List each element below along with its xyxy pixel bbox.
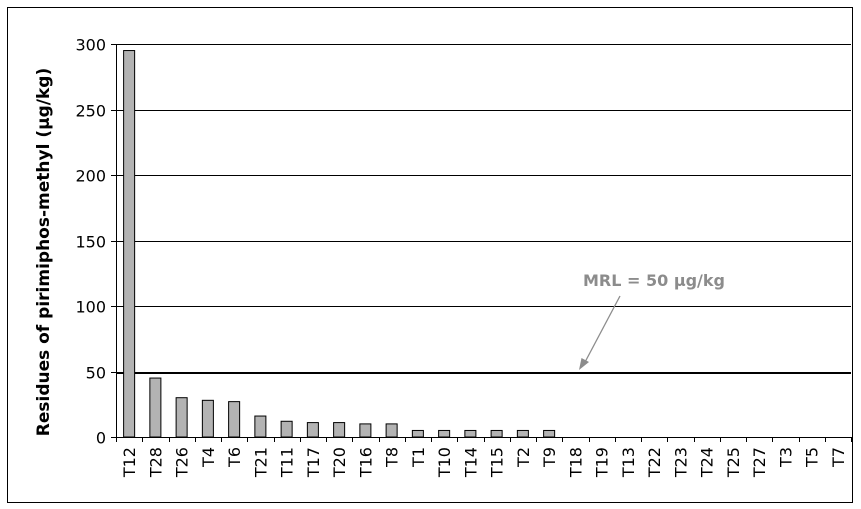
x-tick-label: T23: [671, 447, 690, 478]
y-tick-labels: 0 50 100 150 200 250 300: [75, 36, 106, 448]
x-tick-label: T15: [488, 447, 507, 478]
x-tick-label: T14: [461, 447, 480, 478]
bar: [385, 423, 398, 438]
x-tick-label: T28: [146, 447, 165, 478]
chart-frame: [7, 7, 853, 503]
bar: [333, 422, 346, 438]
x-tick-label: T27: [750, 447, 769, 478]
x-tick-labels: T12 T28 T26 T4 T6 T21 T11 T17 T20 T16 T8 T1 T10 T14 T1…: [120, 447, 848, 478]
bar: [228, 401, 241, 438]
x-tick-label: T20: [330, 447, 349, 478]
y-axis-label: Residues of pirimiphos-methyl (µg/kg): [34, 68, 54, 436]
bar: [516, 429, 529, 438]
x-tick-label: T1: [409, 447, 428, 468]
x-tick-label: T17: [304, 447, 323, 478]
x-tick-label: T2: [514, 447, 533, 468]
x-tick-label: T8: [383, 447, 402, 468]
x-tick-label: T18: [566, 447, 585, 478]
y-tick-label: 150: [75, 233, 106, 252]
bar: [359, 423, 372, 438]
mrl-arrow: [583, 295, 621, 365]
x-tick-label: T6: [225, 447, 244, 468]
x-tick-label: T9: [540, 447, 559, 468]
bar: [280, 420, 293, 438]
bar: [543, 429, 556, 438]
bars: [123, 50, 556, 438]
bar: [490, 429, 503, 438]
mrl-arrow-head: [579, 358, 589, 370]
bar: [149, 377, 162, 438]
bar: [254, 415, 267, 438]
gridlines: [116, 44, 851, 374]
x-tick-label: T25: [724, 447, 743, 478]
mrl-label: MRL = 50 µg/kg: [583, 271, 725, 290]
y-tick-label: 100: [75, 298, 106, 317]
x-tick-label: T7: [829, 447, 848, 468]
mrl-annotation: MRL = 50 µg/kg: [579, 271, 725, 370]
axes: [111, 44, 852, 442]
bar: [123, 50, 136, 438]
x-tick-label: T22: [645, 447, 664, 478]
y-tick-label: 0: [96, 429, 106, 448]
x-tick-label: T4: [199, 447, 218, 468]
x-tick-label: T3: [776, 447, 795, 468]
x-tick-label: T16: [356, 447, 375, 478]
bar: [438, 429, 451, 438]
x-tick-label: T24: [698, 447, 717, 478]
bar: [306, 422, 319, 438]
x-tick-label: T12: [120, 447, 139, 478]
x-tick-label: T21: [251, 447, 270, 478]
bar: [411, 429, 424, 438]
x-tick-label: T26: [173, 447, 192, 478]
x-tick-label: T13: [619, 447, 638, 478]
y-tick-label: 200: [75, 167, 106, 186]
bar: [175, 397, 188, 438]
x-tick-label: T19: [593, 447, 612, 478]
x-tick-label: T11: [278, 447, 297, 478]
bar: [201, 399, 214, 438]
y-tick-label: 250: [75, 102, 106, 121]
x-tick-label: T5: [803, 447, 822, 468]
y-tick-label: 300: [75, 36, 106, 55]
y-tick-label: 50: [86, 364, 106, 383]
x-tick-label: T10: [435, 447, 454, 478]
bar: [464, 429, 477, 438]
